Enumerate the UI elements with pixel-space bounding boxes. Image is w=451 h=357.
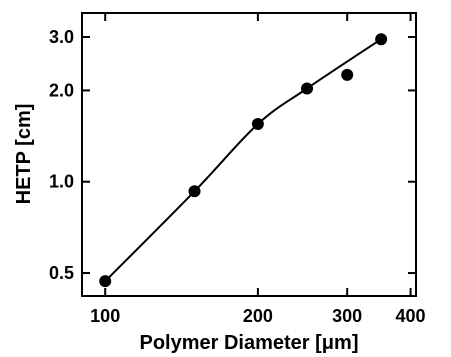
x-tick-label: 100 [90,306,120,326]
data-point [375,33,388,46]
plot-frame [81,12,417,297]
y-tick-label: 0.5 [49,263,74,283]
y-axis-label: HETP [cm] [13,104,35,205]
data-point [341,68,354,81]
data-point [251,118,264,131]
x-axis-label: Polymer Diameter [μm] [140,332,359,354]
y-axis-ticks: 0.5 1.0 2.0 3.0 [49,27,416,283]
data-point [99,275,112,288]
x-axis-ticks: 100 200 300 400 [90,13,426,326]
x-tick-label: 400 [396,306,426,326]
data-point [301,82,314,95]
data-points [99,33,388,288]
y-tick-label: 3.0 [49,27,74,47]
x-tick-label: 300 [332,306,362,326]
data-point [188,185,201,198]
fit-line [104,38,382,282]
x-tick-label: 200 [243,306,273,326]
y-tick-label: 1.0 [49,172,74,192]
y-tick-label: 2.0 [49,80,74,100]
